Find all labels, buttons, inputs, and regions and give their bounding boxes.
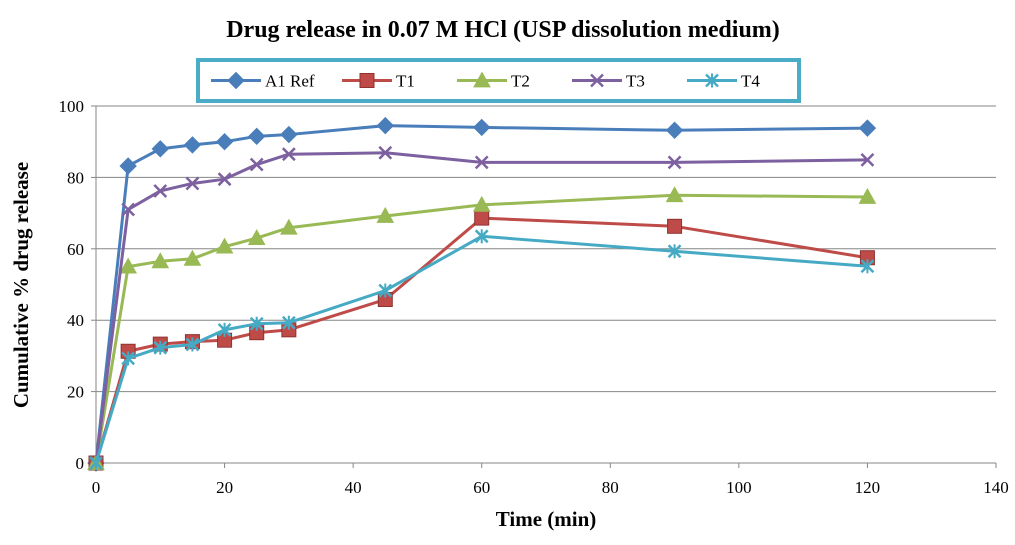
y-tick-label: 20 <box>67 383 84 402</box>
series-layer <box>87 116 877 472</box>
axes: 0 20 40 60 80 100 0 20 40 60 80 100 120 140 <box>59 97 1009 497</box>
series-t4 <box>89 229 875 470</box>
data-point-t3 <box>667 155 682 170</box>
data-point-t3 <box>281 147 296 162</box>
data-point-t2 <box>119 257 137 274</box>
data-point-a1-ref <box>183 136 202 154</box>
data-point-a1-ref <box>151 140 169 158</box>
y-axis-title: Cumulative % drug release <box>9 162 33 408</box>
y-tick-label: 40 <box>67 311 84 330</box>
data-point-t4 <box>860 259 875 274</box>
data-point-t2 <box>215 237 234 254</box>
legend-item-t2: T2 <box>457 71 530 91</box>
data-point-a1-ref <box>473 118 491 137</box>
series-line-t1 <box>94 216 868 464</box>
data-point-t4 <box>89 456 103 470</box>
series-line-a1-ref <box>94 124 868 464</box>
x-tick-label: 120 <box>855 478 881 497</box>
data-point-t3 <box>217 172 232 187</box>
series-t1 <box>88 210 875 471</box>
x-tick-label: 100 <box>726 478 752 497</box>
y-tick-label: 0 <box>76 454 85 473</box>
data-point-t2 <box>376 206 395 223</box>
x-tick-label: 140 <box>983 478 1009 497</box>
data-point-t4 <box>249 316 264 331</box>
legend-label-t4: T4 <box>741 72 760 91</box>
data-point-t3 <box>860 153 875 167</box>
data-point-a1-ref <box>376 116 394 135</box>
data-point-a1-ref <box>215 132 234 151</box>
series-a1-ref <box>87 116 877 472</box>
legend-label-a1-ref: A1 Ref <box>265 72 315 91</box>
legend-marker-a1-ref <box>227 71 245 90</box>
data-point-a1-ref <box>248 127 266 146</box>
data-point-t2 <box>280 218 298 235</box>
x-tick-label: 20 <box>216 478 233 497</box>
data-point-t2 <box>247 229 266 245</box>
legend: A1 Ref T1 T2 T3 T4 <box>196 58 801 103</box>
data-point-t4 <box>281 315 296 330</box>
x-tick-label: 80 <box>602 478 619 497</box>
data-point-t3 <box>153 184 168 198</box>
data-point-t4 <box>217 322 232 337</box>
data-point-t4 <box>185 337 200 352</box>
data-point-t1 <box>667 218 683 234</box>
y-tick-label: 100 <box>59 97 85 116</box>
data-point-a1-ref <box>280 125 298 144</box>
legend-item-t3: T3 <box>572 72 645 91</box>
y-tick-label: 80 <box>67 168 84 187</box>
data-point-t2 <box>472 195 491 212</box>
x-tick-label: 40 <box>345 478 362 497</box>
legend-item-t4: T4 <box>687 72 760 91</box>
y-tick-label: 60 <box>67 240 84 259</box>
data-point-t2 <box>858 188 877 204</box>
data-point-a1-ref <box>858 119 877 137</box>
data-point-t3 <box>249 157 264 172</box>
grid-lines <box>96 105 996 393</box>
data-point-t2 <box>665 186 684 203</box>
data-point-t2 <box>151 252 170 269</box>
legend-marker-t2 <box>473 71 491 88</box>
x-axis-title: Time (min) <box>496 507 597 531</box>
x-tick-label: 60 <box>473 478 490 497</box>
data-point-t2 <box>183 249 202 266</box>
data-point-t4 <box>378 283 393 298</box>
legend-label-t3: T3 <box>626 72 645 91</box>
legend-item-a1-ref: A1 Ref <box>211 72 315 91</box>
data-point-t3 <box>121 202 136 217</box>
legend-item-t1: T1 <box>342 72 415 91</box>
data-point-t4 <box>667 244 682 259</box>
series-line-t4 <box>94 234 868 464</box>
chart-title: Drug release in 0.07 M HCl (USP dissolut… <box>226 17 780 43</box>
data-point-t3 <box>185 176 200 191</box>
legend-marker-t3 <box>590 73 604 88</box>
series-t3 <box>89 145 875 470</box>
x-tick-label: 0 <box>92 478 101 497</box>
legend-marker-t4 <box>705 73 719 88</box>
data-point-t4 <box>153 340 168 355</box>
legend-label-t2: T2 <box>511 72 530 91</box>
data-point-t3 <box>378 145 393 160</box>
data-point-t3 <box>474 155 489 170</box>
legend-label-t1: T1 <box>396 72 415 91</box>
data-point-a1-ref <box>119 157 137 175</box>
data-point-t4 <box>474 229 489 244</box>
data-point-t4 <box>121 351 136 366</box>
data-point-a1-ref <box>665 121 684 139</box>
legend-marker-t1 <box>359 73 375 88</box>
data-point-t1 <box>474 210 490 226</box>
